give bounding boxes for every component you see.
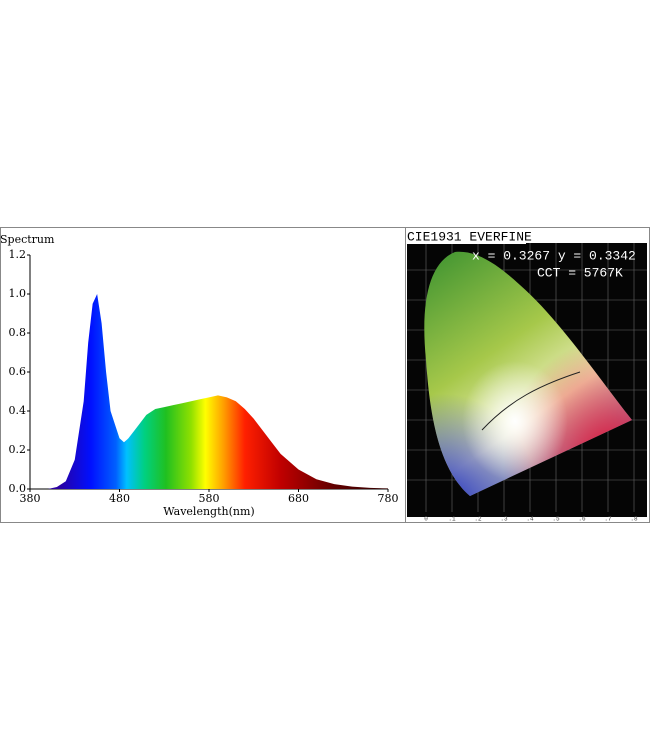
x-tick-label: 480 — [109, 492, 130, 505]
spectrum-chart: Spectrum Wavelength(nm) 0.0 0.2 0.4 0.6 0.8 1… — [0, 233, 399, 518]
cie-cct: CCT = 5767K — [537, 265, 623, 280]
cie-diagram: CIE1931 EVERFINE x = 0.3267 y = 0.3342 C… — [406, 229, 647, 523]
cie-x-label: .7 — [604, 516, 612, 523]
x-tick-label: 680 — [288, 492, 309, 505]
x-tick-label: 580 — [199, 492, 220, 505]
cie-x-label: .4 — [526, 516, 534, 523]
x-axis-label: Wavelength(nm) — [163, 505, 254, 518]
cie-x-label: .1 — [448, 516, 456, 523]
cie-title-bg — [406, 229, 526, 244]
x-tick-label: 380 — [20, 492, 41, 505]
y-tick-label: 0.2 — [9, 443, 27, 456]
cie-x-label: .8 — [630, 516, 638, 523]
cie-title: CIE1931 EVERFINE — [407, 229, 532, 244]
cie-x-label: .3 — [500, 516, 508, 523]
y-tick-label: 0.0 — [9, 482, 27, 495]
cie-x-label: .2 — [474, 516, 482, 523]
spectrum-area — [30, 294, 388, 489]
planckian-locus — [481, 371, 581, 431]
y-axis-label: Spectrum — [0, 233, 55, 246]
y-tick-label: 1.2 — [9, 248, 27, 261]
y-tick-label: 0.4 — [9, 404, 27, 417]
y-tick-label: 1.0 — [9, 287, 27, 300]
cie-coordinates: x = 0.3267 y = 0.3342 — [472, 248, 636, 263]
y-tick-label: 0.8 — [9, 326, 27, 339]
cie-x-label: .6 — [578, 516, 586, 523]
cie-x-label: .5 — [552, 516, 560, 523]
x-tick-label: 780 — [378, 492, 399, 505]
cie-x-label: 0 — [424, 516, 428, 523]
y-tick-label: 0.6 — [9, 365, 27, 378]
cie-x-labels: 0 .1 .2 .3 .4 .5 .6 .7 .8 — [424, 516, 638, 523]
